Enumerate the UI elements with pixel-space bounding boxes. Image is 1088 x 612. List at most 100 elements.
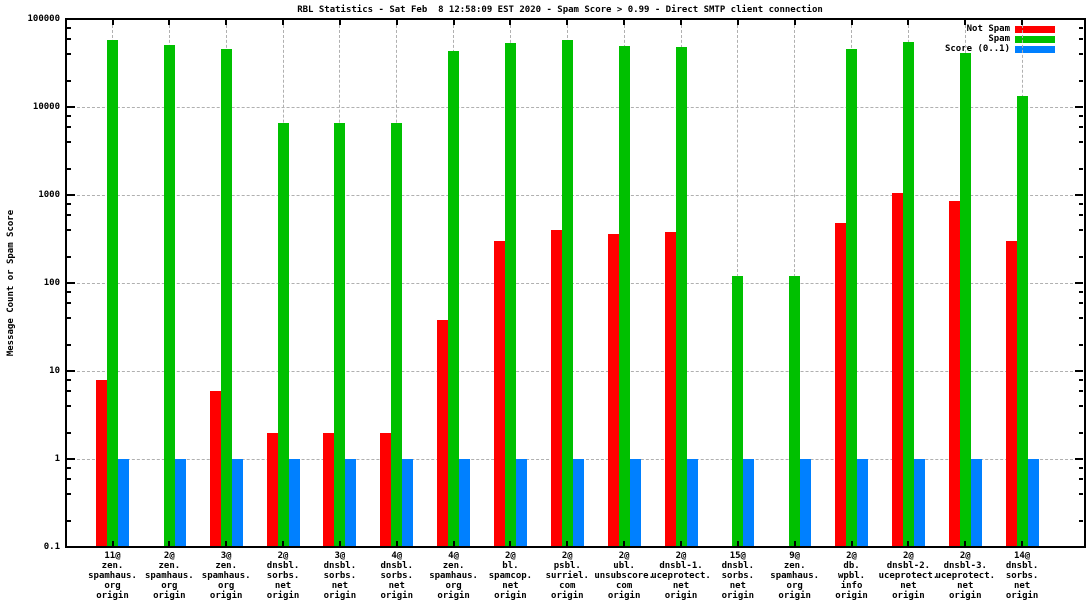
x-tick-label-line: uceprotect. [935,571,996,581]
x-tick-label-line: org [161,581,178,591]
x-tick-label-line: origin [892,591,925,601]
x-tick [566,20,569,25]
x-tick [509,541,512,546]
score-0-1--bar [686,459,698,546]
y-minor-tick [1079,477,1083,480]
spam-bar [448,51,460,546]
x-tick-label-line: origin [96,591,129,601]
y-minor-tick [1079,37,1083,40]
score-0-1--bar [1027,459,1039,546]
spam-bar [391,122,403,546]
x-tick-label-line: spamhaus. [144,571,194,581]
y-major-tick [1075,458,1083,460]
y-minor-tick [1079,301,1083,304]
x-tick-label-line: zen. [101,561,124,571]
x-tick-label-line: net [900,581,917,591]
y-minor-tick [1079,493,1083,496]
legend-entry-spam: Spam [945,34,1055,44]
x-tick-label-line: 2@ [277,551,289,561]
score-0-1--bar [970,459,982,546]
x-tick [338,541,341,546]
y-minor-tick [67,26,71,29]
y-minor-tick [1079,114,1083,117]
not-spam-bar [664,231,676,546]
spam-bar [107,39,118,546]
x-tick-label-line: 3@ [334,551,346,561]
x-tick-label-line: 2@ [675,551,687,561]
y-minor-tick [1079,26,1083,29]
x-tick [964,541,967,546]
x-tick-label: 2@ dnsbl-3. uceprotect. net origin [905,551,1025,601]
x-tick [680,20,682,25]
x-tick-label-line: 11@ [104,551,121,561]
legend-entry-not-spam: Not Spam [945,24,1055,34]
y-minor-tick [67,301,71,304]
y-minor-tick [67,167,71,170]
y-minor-tick [67,493,71,496]
x-tick-label-line: origin [551,591,584,601]
y-minor-tick [1079,466,1083,469]
x-tick-label-line: dnsbl. [323,561,357,571]
x-tick-label-line: origin [607,591,641,601]
y-minor-tick [67,466,71,469]
score-0-1--bar [572,459,584,546]
x-tick-label-line: zen. [215,561,238,571]
not-spam-bar [266,432,278,546]
not-spam-bar [891,193,903,546]
x-tick [452,20,455,25]
y-major-tick [1075,18,1083,20]
x-tick-label-line: org [445,581,462,591]
x-tick-label-line: info [840,581,863,591]
x-tick-label-line: bl. [502,561,519,571]
x-tick [395,20,398,25]
x-tick [736,541,739,546]
y-tick-label: 10000 [32,102,60,112]
x-tick [623,20,626,25]
y-minor-tick [67,37,71,40]
y-major-tick [67,370,75,372]
x-tick-label-line: net [388,581,405,591]
spam-bar [959,53,971,546]
y-major-tick [67,546,75,548]
x-tick-label-line: net [331,581,349,591]
x-tick-label-line: net [729,581,746,591]
y-minor-tick [67,141,71,144]
not-spam-bar [209,390,221,546]
x-tick [168,20,171,25]
y-minor-tick [1079,431,1083,434]
y-minor-tick [1079,141,1083,144]
score-0-1--bar [345,459,357,546]
x-tick-label-line: 4@ [448,551,460,561]
score-0-1--bar [174,459,186,546]
not-spam-bar [948,201,960,546]
legend-label-not-spam: Not Spam [966,24,1010,34]
y-major-tick [1075,194,1083,196]
legend-swatch-score [1015,45,1055,53]
spam-bar [277,122,289,546]
x-tick-label-line: origin [209,591,243,601]
x-tick [907,541,910,546]
y-minor-tick [1079,378,1083,381]
spam-bar [1016,95,1028,546]
x-tick-label-line: spamhaus. [429,571,478,581]
not-spam-bar [1005,241,1017,546]
horizontal-gridline [67,282,1083,284]
horizontal-gridline [67,194,1083,196]
score-0-1--bar [800,459,812,546]
x-tick-label-line: 15@ [729,551,746,561]
x-tick-label-line: net [672,581,690,591]
not-spam-bar [493,241,505,546]
x-tick [566,541,569,546]
x-tick-label-line: spamhaus. [201,571,251,581]
not-spam-bar [437,319,449,546]
y-minor-tick [67,114,71,117]
y-minor-tick [67,229,71,232]
x-tick-label-line: 2@ [505,551,516,561]
x-tick-label: 14@ dnsbl. sorbs. net origin [962,551,1082,601]
y-minor-tick [1079,53,1083,56]
x-tick-label-line: 4@ [391,551,403,561]
x-tick [1021,20,1024,25]
x-tick-label-line: 14@ [1013,551,1031,561]
x-tick [793,20,796,25]
x-tick-label-line: dnsbl. [1005,561,1039,571]
